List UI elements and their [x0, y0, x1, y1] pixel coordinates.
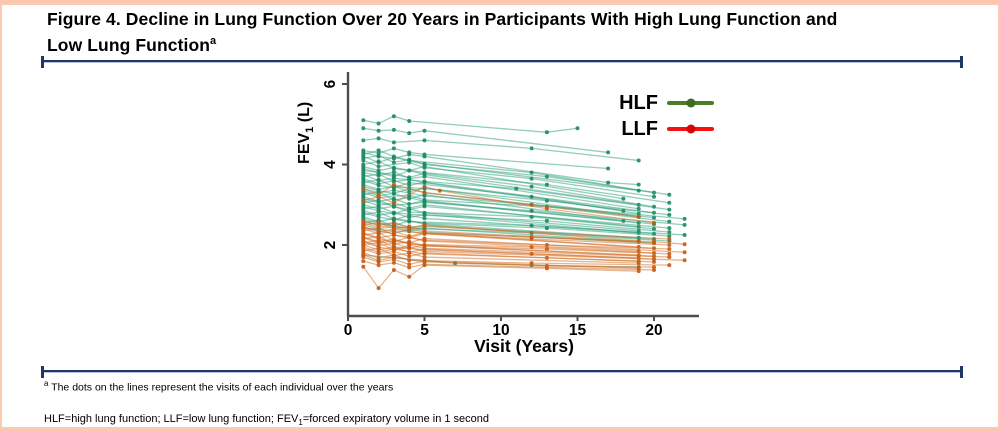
legend-row-llf: LLF — [598, 116, 714, 142]
footnote-abbreviations: HLF=high lung function; LLF=low lung fun… — [44, 413, 490, 428]
svg-text:15: 15 — [569, 322, 587, 339]
legend-label-llf: LLF — [621, 117, 658, 140]
figure-title: Figure 4. Decline in Lung Function Over … — [47, 8, 957, 56]
top-border-band — [0, 0, 1000, 5]
legend-row-hlf: HLF — [598, 90, 714, 116]
figure-title-line1: Figure 4. Decline in Lung Function Over … — [47, 9, 838, 29]
footnote-marker: a — [44, 379, 49, 388]
title-superscript: a — [210, 35, 217, 47]
lung-function-chart: 0 5 10 15 20 2 4 6 — [0, 64, 1000, 369]
hlf-dot-icon — [686, 98, 695, 108]
right-border-band — [998, 0, 1000, 432]
svg-text:5: 5 — [420, 322, 429, 339]
left-border-band — [0, 0, 2, 432]
fev1-subscript: 1 — [298, 418, 303, 428]
chart-legend: HLF LLF — [598, 90, 714, 142]
llf-line-swatch-icon — [667, 124, 714, 134]
figure-title-line2: Low Lung Functiona — [47, 34, 217, 55]
svg-text:4: 4 — [322, 160, 339, 169]
x-axis-title: Visit (Years) — [474, 336, 574, 356]
svg-text:0: 0 — [344, 322, 353, 339]
footnote-dots: a The dots on the lines represent the vi… — [44, 379, 394, 394]
legend-label-hlf: HLF — [619, 91, 658, 114]
svg-text:20: 20 — [645, 322, 662, 339]
svg-text:6: 6 — [322, 79, 339, 88]
svg-text:10: 10 — [492, 322, 509, 339]
llf-dot-icon — [686, 124, 695, 134]
hlf-line-swatch-icon — [667, 98, 714, 108]
svg-text:2: 2 — [322, 241, 339, 250]
bottom-border-band — [0, 427, 1000, 432]
divider-rule-bottom — [41, 366, 963, 378]
ylabel-subscript: 1 — [304, 126, 317, 133]
divider-rule-top — [41, 56, 963, 68]
